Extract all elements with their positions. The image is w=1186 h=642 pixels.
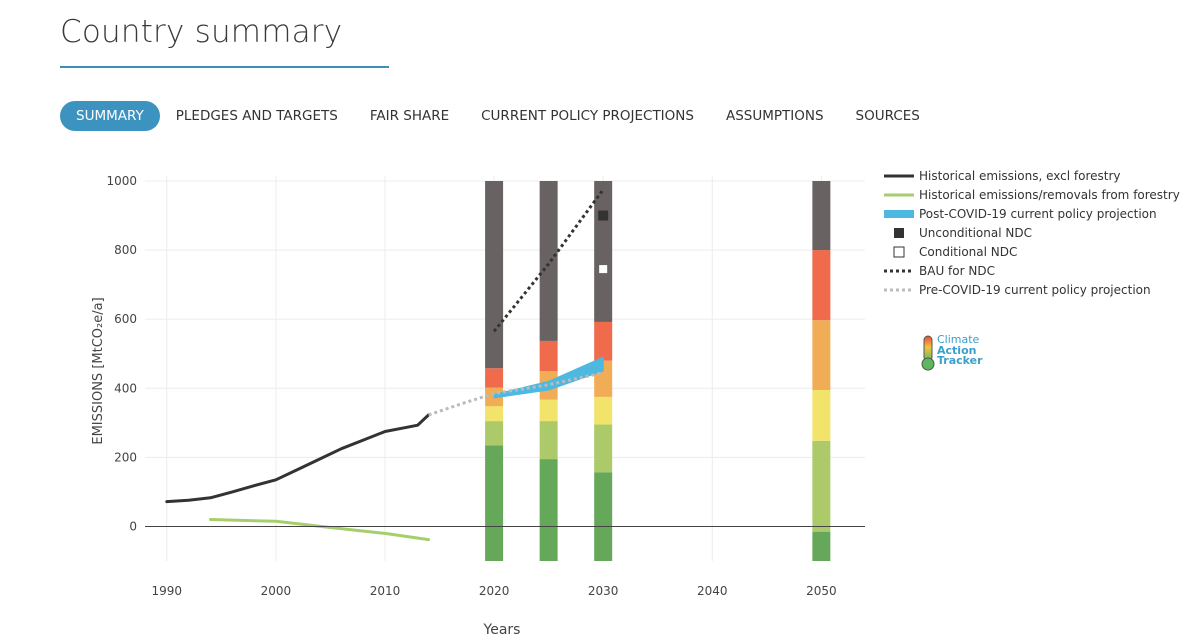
- y-tick-label: 600: [114, 312, 137, 326]
- legend-item: Historical emissions, excl forestry: [884, 169, 1121, 183]
- series-0-line: [165, 413, 431, 504]
- rating-bar-segment: [539, 181, 558, 341]
- rating-bar-segment: [485, 406, 504, 422]
- rating-bar-segment: [485, 368, 504, 388]
- series-5-line: [492, 188, 605, 333]
- legend-swatch: [893, 246, 905, 258]
- x-tick-label: 1990: [152, 584, 183, 598]
- x-tick-label: 2030: [588, 584, 619, 598]
- title-underline: [60, 66, 389, 68]
- rating-bars: [485, 181, 831, 561]
- tab-pledges-and-targets[interactable]: PLEDGES AND TARGETS: [175, 108, 338, 124]
- legend-item: Unconditional NDC: [894, 226, 1032, 240]
- rating-bar-segment: [539, 399, 558, 422]
- rating-bar-segment: [594, 472, 613, 561]
- tab-assumptions[interactable]: ASSUMPTIONS: [725, 108, 824, 124]
- conditional-ndc-marker: [599, 265, 608, 274]
- rating-bar-segment: [812, 320, 831, 390]
- rating-bar-segment: [485, 445, 504, 561]
- chart-axes: 1990 2000 2010 2020 2030 2040 2050 0 200 400 600 80…: [91, 174, 865, 638]
- logo-line-1: Climate: [937, 333, 980, 346]
- rating-bar-segment: [485, 421, 504, 446]
- series-1-line: [209, 518, 431, 542]
- y-tick-label: 200: [114, 450, 137, 464]
- legend-item: BAU for NDC: [884, 264, 995, 278]
- legend-label: Pre-COVID-19 current policy projection: [919, 283, 1151, 297]
- rating-bar-2025: [539, 181, 558, 561]
- legend-label: Historical emissions, excl forestry: [919, 169, 1121, 183]
- x-tick-label: 2000: [261, 584, 292, 598]
- climate-action-tracker-logo[interactable]: Climate Action Tracker: [918, 334, 998, 374]
- legend-item: Pre-COVID-19 current policy projection: [884, 283, 1151, 297]
- legend-item: Post-COVID-19 current policy projection: [884, 207, 1157, 221]
- x-tick-label: 2020: [479, 584, 510, 598]
- logo-text: Climate Action Tracker: [937, 333, 983, 367]
- unconditional-ndc-marker: [598, 210, 609, 221]
- legend-item: Historical emissions/removals from fores…: [884, 188, 1180, 202]
- x-tick-label: 2040: [697, 584, 728, 598]
- rating-bar-segment: [594, 396, 613, 425]
- logo-line-2: Action: [937, 343, 977, 357]
- series-6-line: [428, 371, 604, 417]
- rating-bar-segment: [594, 181, 613, 322]
- page-title: Country summary: [60, 14, 343, 50]
- rating-bar-segment: [812, 440, 831, 532]
- y-tick-label: 400: [114, 381, 137, 395]
- legend-label: BAU for NDC: [919, 264, 995, 278]
- rating-bar-segment: [812, 250, 831, 321]
- x-tick-label: 2050: [806, 584, 837, 598]
- y-tick-label: 0: [129, 519, 137, 533]
- rating-bar-segment: [812, 181, 831, 251]
- tab-summary[interactable]: SUMMARY: [60, 101, 160, 131]
- y-tick-label: 800: [114, 243, 137, 257]
- y-tick-label: 1000: [106, 174, 137, 188]
- legend-label: Conditional NDC: [919, 245, 1017, 259]
- tab-current-policy-projections[interactable]: CURRENT POLICY PROJECTIONS: [481, 108, 694, 124]
- rating-bar-2050: [812, 181, 831, 561]
- rating-bar-segment: [539, 421, 558, 460]
- legend-label: Post-COVID-19 current policy projection: [919, 207, 1157, 221]
- thermometer-icon: [921, 335, 935, 371]
- rating-bar-2020: [485, 181, 504, 561]
- legend-label: Historical emissions/removals from fores…: [919, 188, 1180, 202]
- emissions-chart: 1990 2000 2010 2020 2030 2040 2050 0 200 400 600 80…: [91, 169, 1180, 638]
- rating-bar-segment: [485, 181, 504, 369]
- legend-item: Conditional NDC: [893, 245, 1017, 259]
- logo-line-3: Tracker: [937, 354, 983, 367]
- rating-bar-segment: [812, 390, 831, 441]
- tab-fair-share[interactable]: FAIR SHARE: [369, 108, 450, 124]
- rating-bar-segment: [539, 340, 558, 371]
- tab-sources[interactable]: SOURCES: [855, 108, 920, 124]
- y-axis-title: EMISSIONS [MtCO₂e/a]: [91, 297, 106, 444]
- rating-bar-segment: [539, 459, 558, 561]
- x-tick-label: 2010: [370, 584, 401, 598]
- chart-grid: [145, 176, 865, 561]
- x-axis-title: Years: [483, 622, 521, 638]
- legend-label: Unconditional NDC: [919, 226, 1032, 240]
- rating-bar-segment: [594, 424, 613, 473]
- chart-legend: Historical emissions, excl forestry Histo…: [884, 169, 1180, 297]
- tab-bar: SUMMARY PLEDGES AND TARGETS FAIR SHARE C…: [60, 101, 936, 131]
- series-lines: [165, 188, 609, 542]
- rating-bar-segment: [594, 321, 613, 361]
- rating-bar-segment: [812, 531, 831, 561]
- legend-swatch: [894, 228, 904, 238]
- legend-swatch: [884, 210, 914, 218]
